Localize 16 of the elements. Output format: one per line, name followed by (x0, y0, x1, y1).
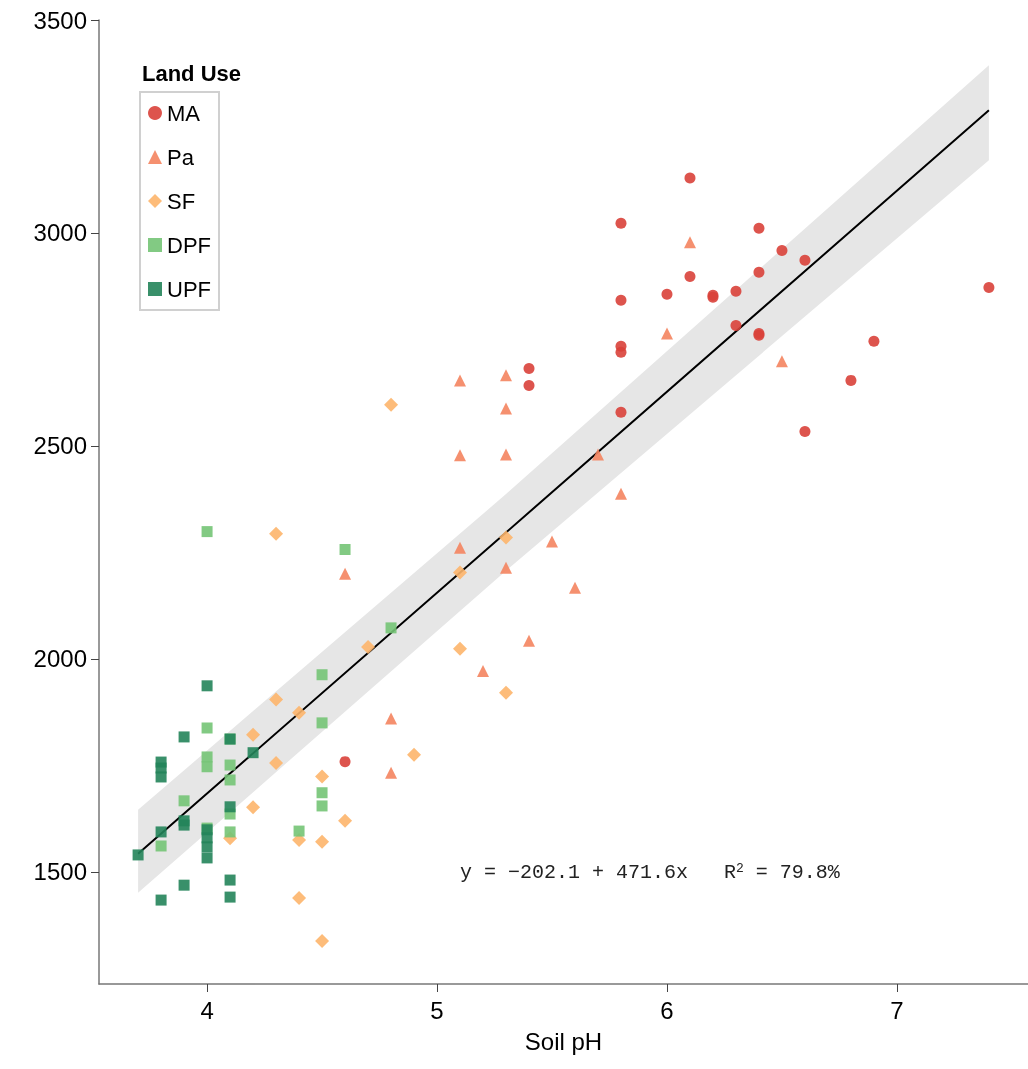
x-tick-label: 7 (890, 996, 904, 1024)
legend-label: SF (167, 188, 196, 214)
y-tick-label: 2000 (33, 645, 87, 673)
legend-label: UPF (167, 276, 211, 302)
x-axis-title: Soil pH (524, 1027, 603, 1055)
y-tick-label: 3500 (33, 6, 87, 34)
legend-label: Pa (167, 144, 195, 170)
legend-label: DPF (167, 232, 211, 258)
y-tick-label: 2500 (33, 432, 87, 460)
legend-label: MA (167, 100, 201, 126)
x-tick-label: 4 (200, 996, 214, 1024)
x-tick-label: 6 (660, 996, 674, 1024)
y-tick-label: 3000 (33, 219, 87, 247)
y-tick-label: 1500 (33, 858, 87, 886)
legend-title: Land Use (142, 60, 242, 86)
x-tick-label: 5 (430, 996, 444, 1024)
